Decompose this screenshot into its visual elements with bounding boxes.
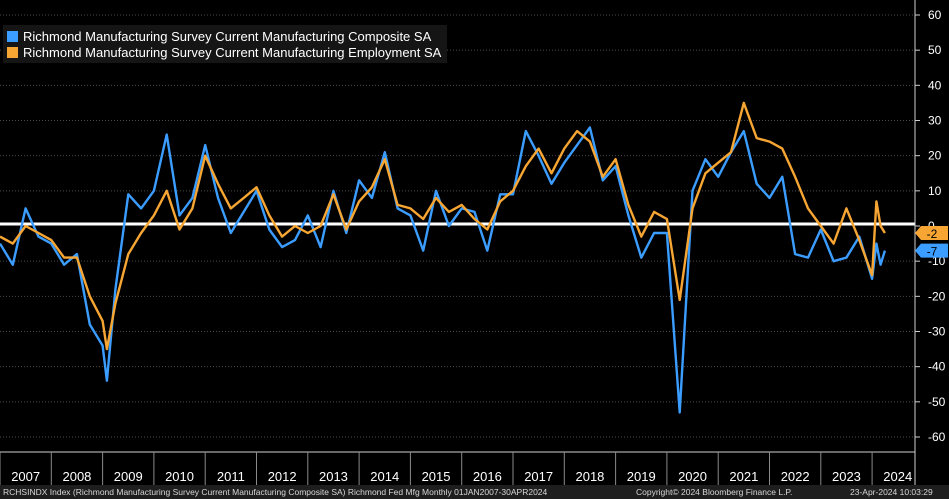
x-tick-label: 2017: [524, 469, 553, 484]
footer-ticker-description: RCHSINDX Index (Richmond Manufacturing S…: [3, 487, 548, 497]
y-tick-label: -60: [928, 430, 946, 444]
x-tick-label: 2010: [165, 469, 194, 484]
y-tick-label: 20: [928, 149, 942, 163]
x-tick-label: 2015: [422, 469, 451, 484]
x-tick-label: 2018: [575, 469, 604, 484]
x-tick-label: 2023: [832, 469, 861, 484]
footer-copyright: Copyright© 2024 Bloomberg Finance L.P.: [636, 487, 793, 497]
y-tick-label: 30: [928, 114, 942, 128]
x-tick-label: 2011: [217, 469, 245, 484]
x-tick-label: 2013: [319, 469, 348, 484]
series-line-1: [0, 101, 886, 351]
x-axis: 2007 2008 2009 2010 2011 2012 2013 2014 2015 2016…: [0, 451, 915, 485]
footer-timestamp: 23-Apr-2024 10:03:29: [850, 487, 933, 497]
y-tick-label: -50: [928, 395, 946, 409]
series-layer: [0, 101, 887, 414]
x-tick-label: 2007: [11, 469, 40, 484]
x-tick-label: 2016: [473, 469, 502, 484]
y-tick-label: -10: [928, 254, 946, 268]
legend-swatch-employment: [7, 46, 18, 58]
legend-label-employment: Richmond Manufacturing Survey Current Ma…: [23, 44, 442, 60]
legend-swatch-composite: [7, 30, 18, 42]
y-tick-label: 0: [928, 219, 935, 233]
x-tick-label: 2012: [268, 469, 297, 484]
last-value-tag: [915, 226, 948, 241]
last-value-label: -2: [927, 227, 938, 241]
x-tick-label: 2022: [781, 469, 810, 484]
legend-label-composite: Richmond Manufacturing Survey Current Ma…: [23, 28, 432, 44]
gridlines: [0, 14, 915, 438]
last-value-label: -7: [927, 245, 938, 259]
x-tick-label: 2019: [627, 469, 656, 484]
footer-bar: RCHSINDX Index (Richmond Manufacturing S…: [0, 485, 949, 499]
x-tick-label: 2024: [883, 469, 912, 484]
x-tick-label: 2021: [729, 469, 758, 484]
y-tick-label: -20: [928, 289, 946, 303]
legend-item-composite: Richmond Manufacturing Survey Current Ma…: [7, 28, 441, 44]
y-axis: 60 50 40 30 20 10 0 -10 -20 -30 -40 -50 -60: [914, 0, 946, 485]
x-tick-label: 2008: [62, 469, 91, 484]
legend-item-employment: Richmond Manufacturing Survey Current Ma…: [7, 44, 441, 60]
last-value-tag: [915, 243, 948, 258]
y-tick-label: 50: [928, 43, 942, 57]
series-line-0: [0, 126, 887, 414]
y-tick-label: 40: [928, 78, 942, 92]
y-tick-label: -30: [928, 325, 946, 339]
legend: Richmond Manufacturing Survey Current Ma…: [3, 25, 448, 63]
x-tick-label: 2014: [370, 469, 399, 484]
x-tick-label: 2009: [114, 469, 143, 484]
y-tick-label: -40: [928, 360, 946, 374]
last-value-tags: -7-2: [915, 226, 948, 259]
y-tick-label: 10: [928, 184, 942, 198]
x-tick-label: 2020: [678, 469, 707, 484]
y-tick-label: 60: [928, 8, 942, 22]
